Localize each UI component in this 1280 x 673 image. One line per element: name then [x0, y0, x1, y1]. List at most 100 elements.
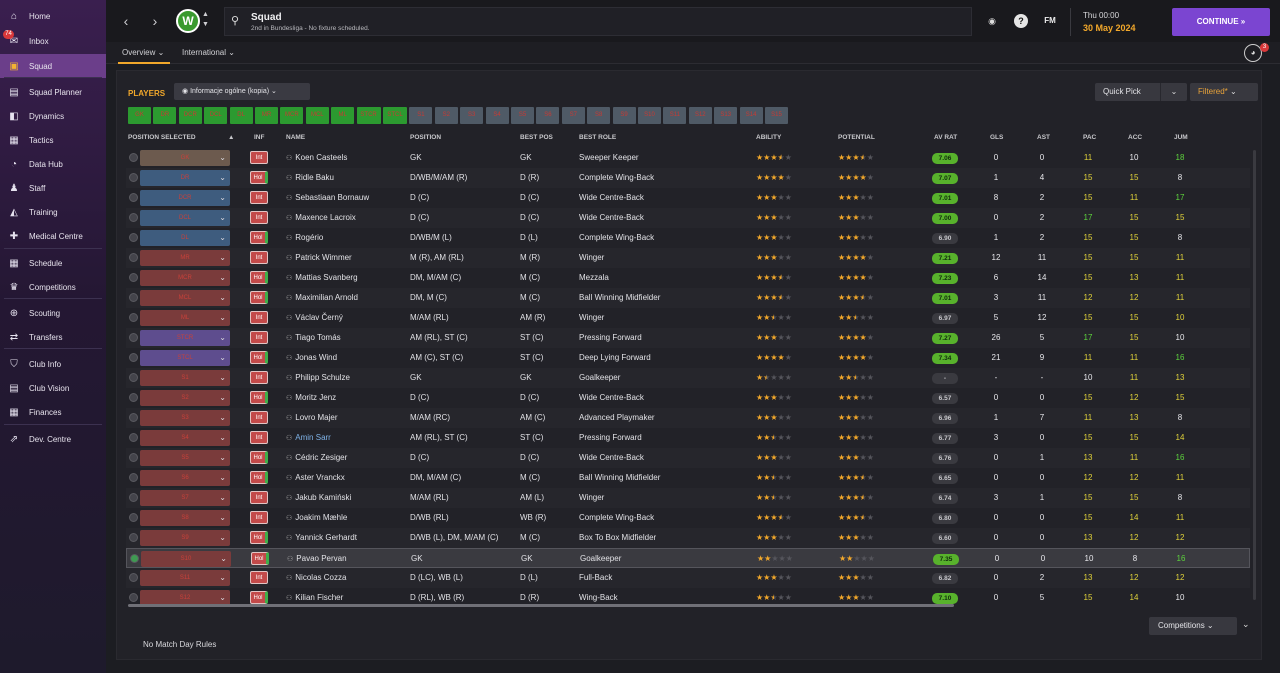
tab-overview[interactable]: Overview ⌄: [122, 48, 164, 57]
position-chip-s1[interactable]: S1: [409, 107, 433, 124]
col-ability[interactable]: ABILITY: [756, 134, 782, 141]
col-best-pos[interactable]: BEST POS: [520, 134, 553, 141]
position-selected-dropdown[interactable]: S11 ⌄: [140, 570, 230, 586]
position-chip-s3[interactable]: S3: [460, 107, 484, 124]
position-chip-stcr[interactable]: STCR: [356, 107, 381, 124]
position-selected-dropdown[interactable]: S3 ⌄: [140, 410, 230, 426]
position-chip-dcr[interactable]: DCR: [178, 107, 202, 124]
table-row[interactable]: S10 ⌄ Hol ⚇ Pavao Pervan GK GK Goalkeeper ★★★★★ ★…: [126, 548, 1250, 568]
table-row[interactable]: ML ⌄ Int ⚇ Václav Černý M/AM (RL) AM (R) Winger…: [126, 308, 1250, 328]
player-name[interactable]: ⚇ Ridle Baku: [286, 168, 334, 188]
row-select-radio[interactable]: [130, 554, 139, 563]
player-name[interactable]: ⚇ Sebastiaan Bornauw: [286, 188, 369, 208]
expand-chevron-icon[interactable]: ⌄: [1242, 619, 1250, 629]
position-selected-dropdown[interactable]: DCL ⌄: [140, 210, 230, 226]
row-select-radio[interactable]: [129, 293, 138, 302]
player-name[interactable]: ⚇ Jakub Kamiński: [286, 488, 351, 508]
row-select-radio[interactable]: [129, 353, 138, 362]
position-selected-dropdown[interactable]: S9 ⌄: [140, 530, 230, 546]
status-badge[interactable]: Int: [250, 251, 268, 264]
help-icon[interactable]: ?: [1014, 14, 1028, 28]
status-badge[interactable]: Int: [250, 571, 268, 584]
status-badge[interactable]: Int: [250, 431, 268, 444]
sidebar-item-club-info[interactable]: ⛉ Club Info: [0, 352, 106, 376]
row-select-radio[interactable]: [129, 533, 138, 542]
search-box[interactable]: ⚲ Squad 2nd in Bundesliga - No fixture s…: [224, 7, 972, 36]
col-best-role[interactable]: BEST ROLE: [579, 134, 617, 141]
position-selected-dropdown[interactable]: S4 ⌄: [140, 430, 230, 446]
position-chip-dl[interactable]: DL: [229, 107, 253, 124]
position-chip-mcr[interactable]: MCR: [280, 107, 304, 124]
col-pac[interactable]: PAC: [1083, 134, 1097, 141]
col-position-selected[interactable]: POSITION SELECTED: [128, 134, 196, 141]
position-selected-dropdown[interactable]: MCR ⌄: [140, 270, 230, 286]
position-chip-stcl[interactable]: STCL: [383, 107, 407, 124]
sidebar-item-staff[interactable]: ♟ Staff: [0, 176, 106, 200]
player-name[interactable]: ⚇ Moritz Jenz: [286, 388, 336, 408]
status-badge[interactable]: Hol: [250, 531, 268, 544]
position-selected-dropdown[interactable]: DR ⌄: [140, 170, 230, 186]
sidebar-item-dev-centre[interactable]: ⇗ Dev. Centre: [0, 427, 106, 451]
fm-menu-icon[interactable]: FM: [1044, 16, 1056, 25]
position-chip-s15[interactable]: S15: [765, 107, 788, 124]
player-name[interactable]: ⚇ Nicolas Cozza: [286, 568, 346, 588]
status-badge[interactable]: Hol: [250, 171, 268, 184]
table-row[interactable]: DR ⌄ Hol ⚇ Ridle Baku D/WB/M/AM (R) D (R) Compl…: [126, 168, 1250, 188]
quick-pick-dropdown[interactable]: ⌄: [1160, 83, 1187, 101]
manager-avatar[interactable]: ◕: [1244, 44, 1262, 62]
position-chip-s11[interactable]: S11: [663, 107, 687, 124]
table-row[interactable]: STCR ⌄ Int ⚇ Tiago Tomás AM (RL), ST (C) ST (C…: [126, 328, 1250, 348]
position-chip-s2[interactable]: S2: [434, 107, 458, 124]
row-select-radio[interactable]: [129, 453, 138, 462]
quick-pick-button[interactable]: Quick Pick: [1095, 83, 1187, 101]
player-name[interactable]: ⚇ Pavao Pervan: [287, 549, 347, 569]
player-name[interactable]: ⚇ Jonas Wind: [286, 348, 337, 368]
status-badge[interactable]: Int: [250, 331, 268, 344]
status-badge[interactable]: Hol: [250, 471, 268, 484]
forward-button[interactable]: ›: [152, 13, 158, 29]
position-selected-dropdown[interactable]: DCR ⌄: [140, 190, 230, 206]
sidebar-item-squad[interactable]: ▣ Squad: [0, 54, 106, 78]
status-badge[interactable]: Int: [250, 311, 268, 324]
sidebar-item-home[interactable]: ⌂ Home: [0, 4, 106, 28]
player-name[interactable]: ⚇ Maxence Lacroix: [286, 208, 356, 228]
position-selected-dropdown[interactable]: S10 ⌄: [141, 551, 231, 567]
status-badge[interactable]: Hol: [250, 391, 268, 404]
table-row[interactable]: S9 ⌄ Hol ⚇ Yannick Gerhardt D/WB (L), DM, M/A…: [126, 528, 1250, 548]
table-row[interactable]: DL ⌄ Hol ⚇ Rogério D/WB/M (L) D (L) Complete Wi…: [126, 228, 1250, 248]
player-name[interactable]: ⚇ Rogério: [286, 228, 323, 248]
position-selected-dropdown[interactable]: S8 ⌄: [140, 510, 230, 526]
sidebar-item-competitions[interactable]: ♛ Competitions: [0, 275, 106, 299]
position-selected-dropdown[interactable]: S1 ⌄: [140, 370, 230, 386]
position-chip-mr[interactable]: MR: [255, 107, 278, 124]
horizontal-scrollbar[interactable]: [128, 604, 954, 607]
table-row[interactable]: STCL ⌄ Hol ⚇ Jonas Wind AM (C), ST (C) ST (C) D…: [126, 348, 1250, 368]
table-row[interactable]: S4 ⌄ Int ⚇ Amin Sarr AM (RL), ST (C) ST (C) Pre…: [126, 428, 1250, 448]
position-chip-s4[interactable]: S4: [485, 107, 509, 124]
position-selected-dropdown[interactable]: STCL ⌄: [140, 350, 230, 366]
col-jum[interactable]: JUM: [1174, 134, 1188, 141]
position-selected-dropdown[interactable]: DL ⌄: [140, 230, 230, 246]
col-inf[interactable]: INF: [254, 134, 265, 141]
vertical-scrollbar[interactable]: [1253, 150, 1256, 600]
position-chip-s5[interactable]: S5: [511, 107, 534, 124]
table-row[interactable]: MCL ⌄ Hol ⚇ Maximilian Arnold DM, M (C) M (C) B…: [126, 288, 1250, 308]
row-select-radio[interactable]: [129, 253, 138, 262]
position-chip-dcl[interactable]: DCL: [204, 107, 228, 124]
table-row[interactable]: GK ⌄ Int ⚇ Koen Casteels GK GK Sweeper Keeper ★★…: [126, 148, 1250, 168]
competitions-button[interactable]: Competitions ⌄: [1149, 617, 1237, 635]
player-name[interactable]: ⚇ Václav Černý: [286, 308, 343, 328]
sidebar-item-inbox[interactable]: ✉ Inbox: [0, 29, 106, 53]
row-select-radio[interactable]: [129, 473, 138, 482]
sidebar-item-data-hub[interactable]: ◔ Data Hub: [0, 152, 106, 176]
sidebar-item-finances[interactable]: ▦ Finances: [0, 400, 106, 424]
row-select-radio[interactable]: [129, 313, 138, 322]
col-ast[interactable]: AST: [1037, 134, 1050, 141]
position-chip-s8[interactable]: S8: [587, 107, 611, 124]
back-button[interactable]: ‹: [123, 13, 129, 29]
player-name[interactable]: ⚇ Aster Vranckx: [286, 468, 345, 488]
status-badge[interactable]: Hol: [250, 591, 268, 604]
position-selected-dropdown[interactable]: GK ⌄: [140, 150, 230, 166]
position-chip-s12[interactable]: S12: [688, 107, 712, 124]
position-chip-s14[interactable]: S14: [739, 107, 763, 124]
